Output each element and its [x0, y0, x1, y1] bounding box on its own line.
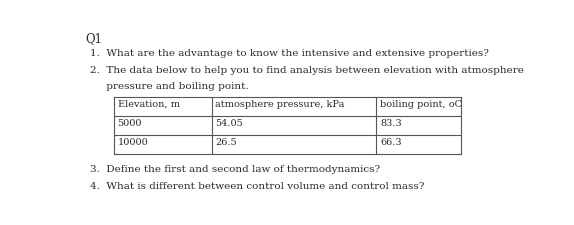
Text: 66.3: 66.3	[380, 138, 402, 147]
Text: boiling point, oC: boiling point, oC	[380, 100, 462, 109]
Text: 26.5: 26.5	[215, 138, 237, 147]
Text: 54.05: 54.05	[215, 119, 243, 128]
Text: 10000: 10000	[118, 138, 148, 147]
Text: 1.  What are the advantage to know the intensive and extensive properties?: 1. What are the advantage to know the in…	[90, 49, 488, 58]
Text: 4.  What is different between control volume and control mass?: 4. What is different between control vol…	[90, 182, 424, 191]
Text: 5000: 5000	[118, 119, 142, 128]
Text: Q1: Q1	[85, 32, 102, 45]
Text: 2.  The data below to help you to find analysis between elevation with atmospher: 2. The data below to help you to find an…	[90, 66, 523, 75]
Text: Elevation, m: Elevation, m	[118, 100, 180, 109]
Text: pressure and boiling point.: pressure and boiling point.	[90, 82, 248, 91]
Text: atmosphere pressure, kPa: atmosphere pressure, kPa	[215, 100, 345, 109]
Text: 83.3: 83.3	[380, 119, 402, 128]
Text: 3.  Define the first and second law of thermodynamics?: 3. Define the first and second law of th…	[90, 165, 379, 174]
